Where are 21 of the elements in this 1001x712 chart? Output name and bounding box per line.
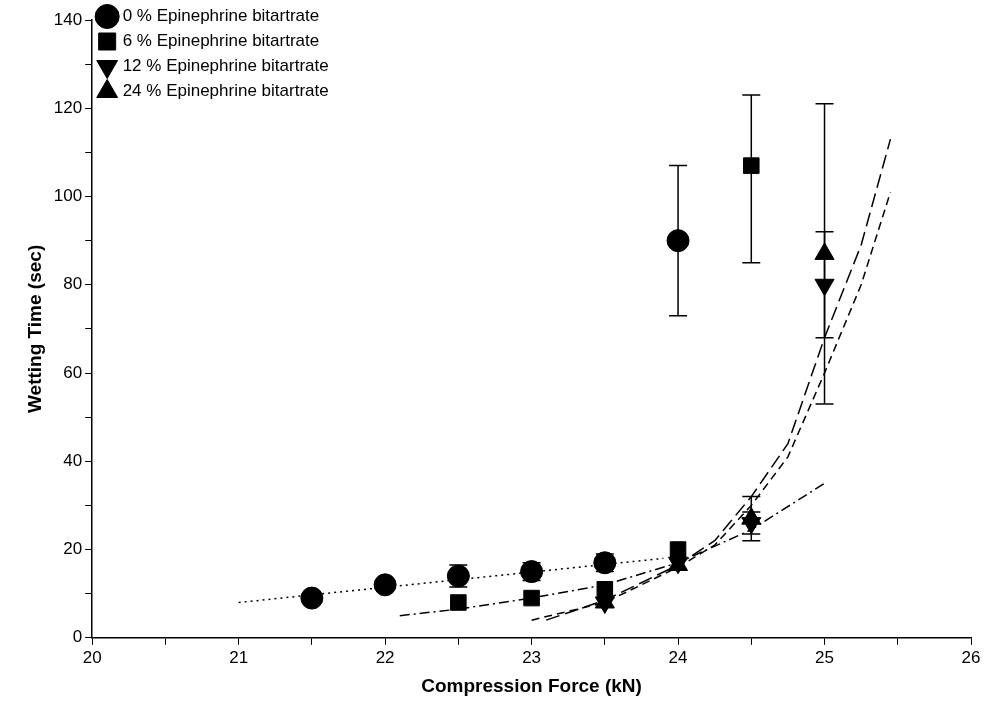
- legend-label: 12 % Epinephrine bitartrate: [122, 56, 329, 76]
- y-tick-label: 40: [63, 450, 83, 470]
- x-axis-title: Compression Force (kN): [421, 674, 642, 696]
- y-tick-label: 20: [63, 539, 83, 559]
- y-axis-title: Wetting Time (sec): [23, 244, 45, 414]
- x-tick-label: 24: [668, 647, 688, 667]
- y-tick-label: 140: [53, 9, 83, 29]
- y-tick-label: 120: [53, 97, 83, 117]
- legend-label: 24 % Epinephrine bitartrate: [122, 81, 329, 101]
- x-tick-label: 21: [229, 647, 249, 667]
- legend-label: 6 % Epinephrine bitartrate: [122, 31, 320, 51]
- y-tick-label: 60: [63, 362, 83, 382]
- legend-label: 0 % Epinephrine bitartrate: [122, 6, 320, 26]
- x-tick-label: 25: [815, 647, 834, 667]
- y-tick-label: 0: [72, 627, 83, 647]
- x-tick-label: 22: [375, 647, 395, 667]
- x-tick-label: 26: [961, 647, 981, 667]
- x-tick-label: 23: [522, 647, 542, 667]
- y-tick-label: 100: [53, 186, 83, 206]
- x-tick-label: 20: [82, 647, 102, 667]
- y-tick-label: 80: [63, 274, 83, 294]
